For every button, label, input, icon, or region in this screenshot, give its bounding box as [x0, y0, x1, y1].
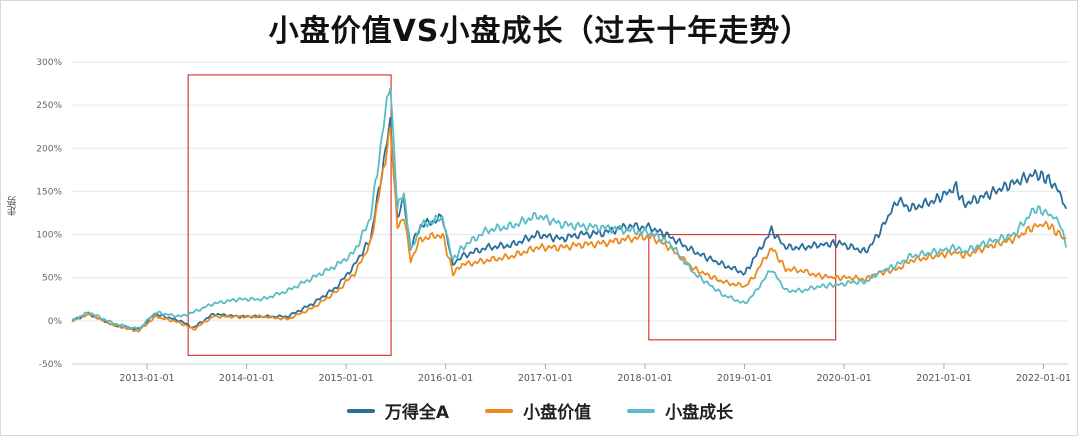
- highlight-box: [648, 233, 837, 341]
- y-tick-label: 200%: [36, 144, 62, 154]
- legend-label: 小盘价值: [523, 403, 592, 423]
- legend-item-small-value: 小盘价值: [485, 398, 591, 423]
- x-tick-label: 2019-01-01: [717, 373, 772, 384]
- legend-swatch: [627, 408, 656, 413]
- legend: 万得全A 小盘价值 小盘成长: [0, 398, 1080, 423]
- grid: [72, 61, 1068, 365]
- x-tick-label: 2016-01-01: [418, 373, 473, 384]
- series-lines: [71, 87, 1067, 333]
- x-tick-label: 2013-01-01: [119, 373, 174, 384]
- x-tick-label: 2014-01-01: [219, 373, 274, 384]
- y-tick-label: 0%: [48, 317, 63, 327]
- x-tick-label: 2018-01-01: [617, 373, 672, 384]
- y-tick-label: 250%: [36, 101, 62, 111]
- chart-title: 小盘价值VS小盘成长（过去十年走势）: [268, 14, 812, 49]
- legend-label: 小盘成长: [665, 403, 734, 423]
- series-line-2: [71, 87, 1067, 332]
- legend-item-small-growth: 小盘成长: [627, 398, 733, 423]
- x-tick-label: 2022-01-01: [1016, 373, 1071, 384]
- y-tick-label: 150%: [36, 187, 62, 197]
- legend-swatch: [346, 408, 375, 413]
- x-tick-label: 2015-01-01: [318, 373, 373, 384]
- legend-label: 万得全A: [384, 403, 450, 423]
- x-tick-labels: 2013-01-01 2014-01-01 2015-01-01 2016-01-01…: [119, 364, 1071, 384]
- highlight-box: [187, 74, 392, 356]
- y-tick-labels: -50% 0% 50% 100% 150% 200% 250% 300%: [36, 58, 62, 370]
- series-line-1: [71, 126, 1067, 333]
- y-tick-label: 100%: [36, 231, 62, 241]
- x-tick-label: 2020-01-01: [816, 373, 871, 384]
- legend-item-wind-a: 万得全A: [346, 398, 450, 423]
- highlight-boxes: [187, 74, 837, 356]
- y-tick-label: -50%: [39, 360, 63, 370]
- x-tick-label: 2021-01-01: [916, 373, 971, 384]
- series-line-0: [71, 117, 1067, 331]
- y-tick-label: 300%: [36, 58, 62, 68]
- y-tick-label: 50%: [42, 274, 62, 284]
- legend-swatch: [485, 408, 514, 413]
- x-tick-label: 2017-01-01: [518, 373, 573, 384]
